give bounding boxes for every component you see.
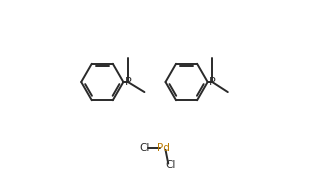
Text: Cl: Cl: [139, 143, 150, 153]
Text: P: P: [124, 77, 131, 87]
Text: Cl: Cl: [165, 160, 175, 170]
Text: Pd: Pd: [157, 143, 170, 153]
Text: P: P: [209, 77, 215, 87]
